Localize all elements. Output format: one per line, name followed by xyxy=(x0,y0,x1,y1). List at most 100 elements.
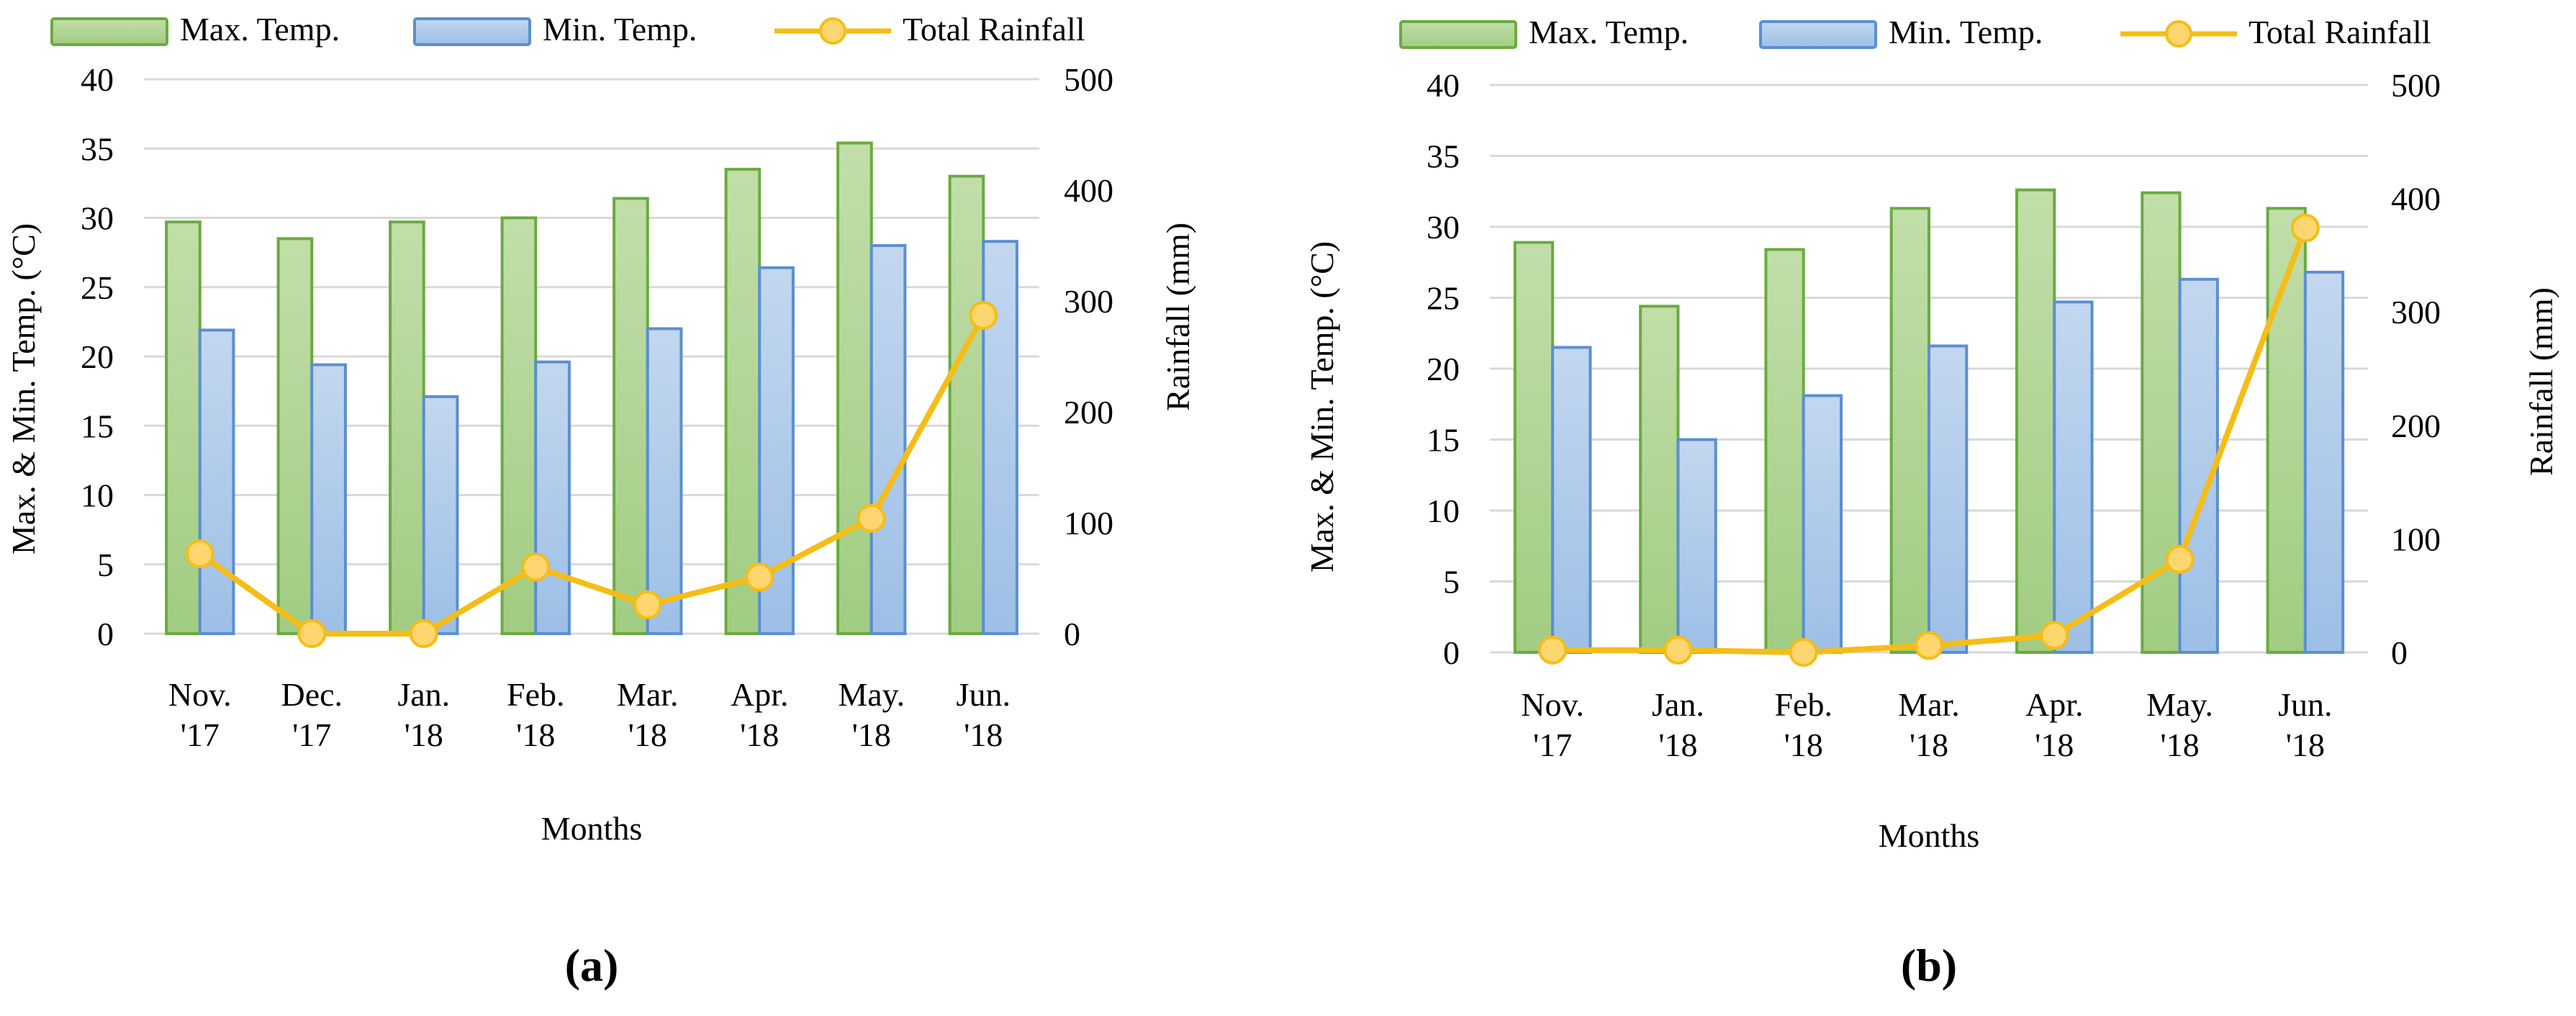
x-tick-label: Mar. xyxy=(617,676,679,713)
bar-max-temp-mar-18 xyxy=(613,197,649,635)
y2-tick-label: 300 xyxy=(1064,283,1113,320)
y2-tick-label: 400 xyxy=(1064,172,1113,209)
legend-label-min-temp: Min. Temp. xyxy=(543,11,697,48)
bar-max-temp-feb-18 xyxy=(1764,248,1805,654)
bar-min-temp-jan-18 xyxy=(422,395,459,635)
x-tick-label-year: '18 xyxy=(2286,727,2325,763)
legend-swatch-min-temp xyxy=(1759,20,1877,49)
bar-min-temp-jun-18 xyxy=(2303,271,2345,655)
bar-min-temp-dec-17 xyxy=(310,363,347,635)
x-axis-title: Months xyxy=(541,810,643,847)
legend-label-rainfall: Total Rainfall xyxy=(903,11,1085,48)
rainfall-point-feb-18 xyxy=(1789,638,1818,667)
chart-panel-a: Max. Temp. Min. Temp. Total Rainfall 0 5 1… xyxy=(5,11,1196,991)
y-axis-title: Max. & Min. Temp. (°C) xyxy=(1303,241,1340,572)
legend-swatch-min-temp xyxy=(413,17,531,46)
rainfall-point-feb-18 xyxy=(521,552,551,582)
y-tick-label: 15 xyxy=(1427,422,1460,459)
x-tick-label: Nov. xyxy=(168,676,232,713)
y-tick-label: 25 xyxy=(81,269,114,306)
rainfall-point-jun-18 xyxy=(969,301,998,331)
rainfall-point-may-18 xyxy=(2165,544,2195,574)
bar-max-temp-jan-18 xyxy=(1639,305,1680,654)
bar-max-temp-apr-18 xyxy=(2015,188,2056,654)
x-tick-label-year: '17 xyxy=(1533,727,1572,763)
x-tick-label: May. xyxy=(838,676,905,713)
bar-min-temp-apr-18 xyxy=(2053,300,2094,654)
x-tick-label-year: '17 xyxy=(292,716,331,753)
y2-tick-label: 100 xyxy=(1064,505,1113,541)
rainfall-point-nov-17 xyxy=(185,539,214,569)
y2-tick-label: 200 xyxy=(2391,408,2441,444)
rainfall-point-jan-18 xyxy=(409,619,438,648)
bar-max-temp-mar-18 xyxy=(1889,207,1931,654)
bar-min-temp-jan-18 xyxy=(1676,438,1717,654)
x-tick-label: Feb. xyxy=(507,676,565,713)
y-tick-label: 5 xyxy=(1443,564,1460,601)
y2-tick-label: 500 xyxy=(1064,61,1113,98)
bar-min-temp-mar-18 xyxy=(1928,344,1969,654)
bar-max-temp-may-18 xyxy=(836,141,873,636)
x-tick-label-year: '18 xyxy=(1910,727,1948,763)
bar-max-temp-jan-18 xyxy=(389,220,425,635)
bar-max-temp-nov-17 xyxy=(1513,240,1555,655)
x-tick-label: Nov. xyxy=(1521,686,1584,723)
rainfall-line xyxy=(198,314,986,637)
bar-min-temp-may-18 xyxy=(869,244,907,635)
x-tick-label-year: '18 xyxy=(1658,727,1697,763)
rainfall-point-apr-18 xyxy=(2040,621,2069,650)
legend: Max. Temp. Min. Temp. Total Rainfall xyxy=(50,11,1085,48)
x-tick-label: Jan. xyxy=(1652,686,1704,723)
y-tick-label: 15 xyxy=(81,408,114,444)
bar-min-temp-feb-18 xyxy=(534,360,571,635)
y-tick-label: 20 xyxy=(81,338,114,375)
x-tick-label: Jan. xyxy=(397,676,450,713)
bar-max-temp-apr-18 xyxy=(724,168,761,635)
x-tick-label: Mar. xyxy=(1898,686,1960,723)
legend-marker-rainfall xyxy=(819,17,846,45)
legend-swatch-max-temp xyxy=(1399,20,1517,49)
y-tick-label: 30 xyxy=(1427,209,1460,246)
legend-label-rainfall: Total Rainfall xyxy=(2249,14,2431,50)
y2-axis-title: Rainfall (mm) xyxy=(1160,222,1196,411)
panel-label-b: (b) xyxy=(1901,940,1957,991)
x-tick-label: Apr. xyxy=(731,676,789,713)
x-tick-label-year: '18 xyxy=(1784,727,1823,763)
x-tick-label: Jun. xyxy=(2278,686,2332,723)
bar-max-temp-nov-17 xyxy=(165,220,202,635)
x-tick-label-year: '18 xyxy=(2035,727,2074,763)
legend-label-min-temp: Min. Temp. xyxy=(1889,14,2043,50)
x-tick-label: Jun. xyxy=(957,676,1011,713)
x-tick-label-year: '18 xyxy=(628,716,667,753)
rainfall-point-may-18 xyxy=(857,503,886,533)
bar-min-temp-jun-18 xyxy=(982,240,1018,636)
rainfall-point-nov-17 xyxy=(1538,635,1568,665)
bar-min-temp-may-18 xyxy=(2178,277,2219,654)
y-tick-label: 10 xyxy=(81,477,114,514)
x-axis-title: Months xyxy=(1879,817,1980,854)
rainfall-point-mar-18 xyxy=(1915,631,1943,660)
y-tick-label: 40 xyxy=(81,61,114,98)
y-tick-label: 0 xyxy=(1443,634,1460,671)
legend-label-max-temp: Max. Temp. xyxy=(180,11,340,48)
rainfall-point-jan-18 xyxy=(1663,635,1693,665)
y-tick-label: 10 xyxy=(1427,493,1460,529)
x-tick-label: Feb. xyxy=(1774,686,1832,723)
legend: Max. Temp. Min. Temp. Total Rainfall xyxy=(1399,14,2431,50)
x-tick-label-year: '18 xyxy=(964,716,1003,753)
y2-tick-label: 200 xyxy=(1064,394,1113,431)
y-tick-label: 35 xyxy=(81,130,114,167)
rainfall-point-jun-18 xyxy=(2290,213,2320,243)
panel-label-a: (a) xyxy=(565,940,619,991)
y2-tick-label: 100 xyxy=(2391,521,2441,557)
y2-axis-title: Rainfall (mm) xyxy=(2523,287,2559,476)
bar-min-temp-mar-18 xyxy=(646,327,683,635)
x-tick-label-year: '17 xyxy=(181,716,220,753)
bar-max-temp-dec-17 xyxy=(276,237,314,635)
y-axis-title: Max. & Min. Temp. (°C) xyxy=(5,223,42,554)
legend-label-max-temp: Max. Temp. xyxy=(1529,14,1689,50)
bar-max-temp-jun-18 xyxy=(948,174,985,635)
y2-tick-label: 500 xyxy=(2391,67,2441,104)
bar-max-temp-may-18 xyxy=(2141,191,2182,655)
